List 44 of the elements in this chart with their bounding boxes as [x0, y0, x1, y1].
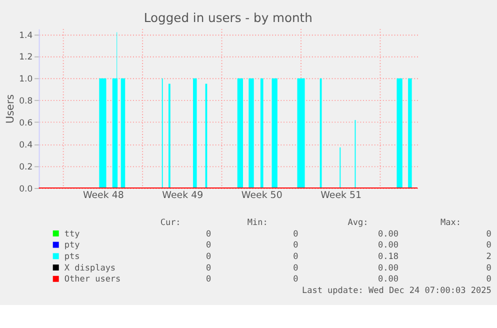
text: 0.00 [378, 263, 399, 274]
legend-label: X displays [64, 263, 116, 274]
text: 0 [293, 229, 298, 240]
legend-label: Other users [64, 274, 121, 285]
text: 0 [293, 252, 298, 262]
text: 0.18 [378, 252, 399, 262]
y-tick-label: 0.6 [19, 118, 33, 129]
y-axis-title: Users [4, 94, 16, 124]
text: 0 [206, 252, 212, 262]
legend-label: pty [64, 240, 80, 251]
text: 0 [486, 240, 492, 251]
legend-label: tty [64, 229, 80, 240]
text: Max: [440, 218, 462, 228]
text: 0 [486, 263, 492, 274]
text: 0 [293, 240, 298, 251]
y-tick-label: 0.4 [19, 140, 33, 150]
text: 0 [206, 274, 212, 285]
text: 0 [293, 274, 298, 285]
text: Min: [247, 218, 268, 228]
text: 0 [206, 263, 212, 274]
text: 2 [486, 252, 492, 262]
y-tick-label: 1.0 [19, 74, 33, 85]
text: 0.00 [378, 240, 399, 251]
x-tick-label: Week 49 [162, 190, 204, 201]
y-tick-label: 1.2 [19, 52, 33, 63]
y-tick-label: 0.2 [19, 162, 33, 172]
text: Cur: [160, 218, 181, 228]
y-tick-label: 0.8 [19, 96, 33, 107]
text: 0 [206, 240, 212, 251]
y-tick-label: 1.4 [19, 30, 33, 41]
text: 0 [486, 274, 492, 285]
x-tick-label: Week 51 [320, 190, 362, 201]
text: 0.00 [378, 274, 399, 285]
x-tick-label: Week 48 [82, 190, 124, 201]
legend-label: pts [64, 252, 80, 262]
x-tick-label: Week 50 [241, 190, 282, 201]
chart-title: Logged in users - by month [144, 10, 312, 25]
text: Last update: Wed Dec 24 07:00:03 2025 [302, 286, 492, 296]
text: 0 [293, 263, 298, 274]
text: 0.00 [378, 229, 399, 240]
text: 0 [486, 229, 492, 240]
y-tick-label: 0.0 [19, 184, 33, 194]
text: Avg: [348, 218, 368, 228]
text: 0 [206, 229, 212, 240]
